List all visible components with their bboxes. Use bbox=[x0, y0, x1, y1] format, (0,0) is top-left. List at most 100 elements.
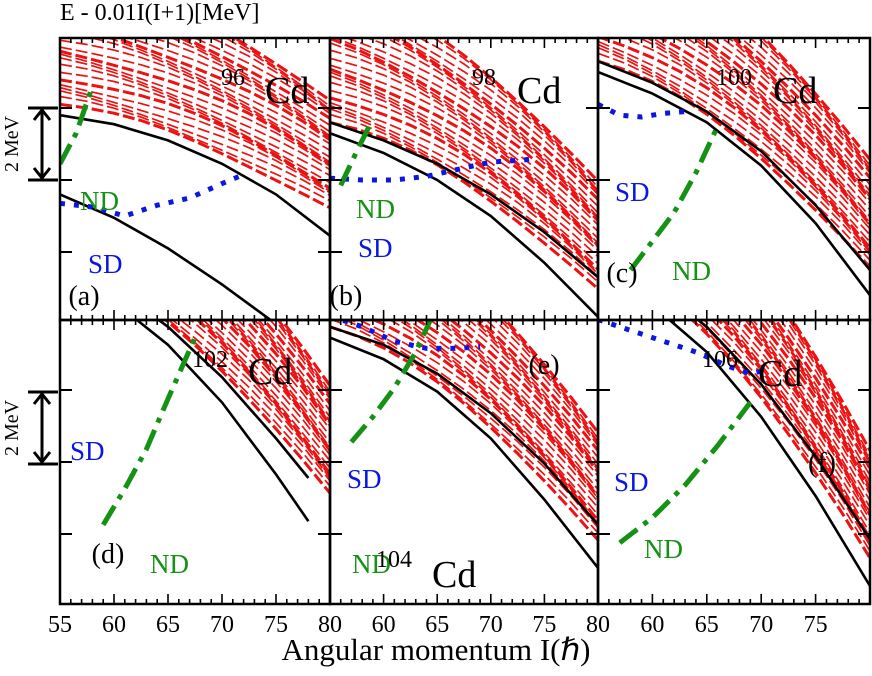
sd-band-label: SD bbox=[347, 464, 382, 494]
calculated-band-line bbox=[330, 96, 598, 271]
calculated-band-line bbox=[789, 320, 870, 457]
calculated-band-line bbox=[790, 320, 870, 452]
calculated-band-line bbox=[771, 320, 870, 476]
yrast-line bbox=[330, 336, 598, 569]
calculated-band-line bbox=[150, 38, 330, 137]
calculated-band-line bbox=[60, 63, 330, 177]
calculated-band-line bbox=[276, 320, 330, 396]
calculated-band-line bbox=[694, 320, 870, 552]
calculated-band-line bbox=[475, 320, 598, 459]
x-tick-label: 60 bbox=[372, 612, 396, 638]
calculated-band-line bbox=[727, 38, 870, 192]
calculated-band-line bbox=[645, 38, 870, 230]
calculated-band-line bbox=[126, 38, 330, 139]
nucleus-mass-number: 98 bbox=[472, 65, 496, 91]
calculated-band-line bbox=[773, 320, 870, 470]
x-tick-label: 70 bbox=[210, 612, 234, 638]
calculated-band-line bbox=[60, 46, 330, 163]
nd-band-label: ND bbox=[150, 549, 189, 579]
x-tick-label: 65 bbox=[425, 612, 449, 638]
calculated-band-line bbox=[330, 89, 598, 265]
nd-band-label: ND bbox=[356, 194, 395, 224]
calculated-band-line bbox=[227, 320, 330, 449]
normal-deformed-band bbox=[618, 400, 753, 545]
panel-label: (a) bbox=[68, 281, 99, 312]
calculated-band-line bbox=[255, 320, 330, 418]
calculated-band-line bbox=[721, 320, 870, 534]
nd-band-label: ND bbox=[644, 534, 683, 564]
calculated-band-line bbox=[690, 320, 870, 559]
calculated-band-line bbox=[779, 320, 870, 465]
panel-d: SD ND (d) 102 Cd bbox=[70, 320, 330, 579]
panel-label: (d) bbox=[92, 539, 125, 570]
nucleus-symbol: Cd bbox=[432, 554, 476, 596]
yrast-line bbox=[696, 320, 870, 540]
calculated-band-line bbox=[760, 38, 870, 167]
normal-deformed-band bbox=[628, 124, 720, 272]
calculated-band-line bbox=[401, 320, 598, 503]
normal-deformed-band bbox=[101, 336, 198, 527]
calculated-band-line bbox=[349, 320, 598, 526]
calculated-band-line bbox=[330, 49, 598, 233]
calculated-band-line bbox=[650, 38, 870, 227]
panel-label: (c) bbox=[606, 258, 637, 289]
calculated-band-line bbox=[428, 320, 598, 495]
scale-bar-label: 2 MeV bbox=[1, 115, 23, 172]
calculated-band-line bbox=[170, 38, 330, 133]
calculated-band-line bbox=[598, 46, 870, 256]
yrast-line bbox=[156, 320, 310, 479]
calculated-band-line bbox=[330, 120, 598, 290]
calculated-band-line bbox=[769, 320, 870, 483]
calculated-band-line bbox=[330, 38, 598, 222]
calculated-band-line bbox=[784, 320, 870, 462]
calculated-band-line bbox=[274, 320, 330, 398]
panel-e: SD ND (e) 104 Cd bbox=[330, 320, 598, 596]
calculated-band-line bbox=[253, 320, 330, 422]
normal-deformed-band bbox=[338, 117, 376, 187]
calculated-band-line bbox=[199, 320, 330, 469]
x-tick-label: 80 bbox=[586, 612, 610, 638]
superdeformed-band bbox=[598, 102, 686, 120]
calculated-band-line bbox=[229, 38, 330, 107]
calculated-band-line bbox=[756, 38, 870, 170]
calculated-band-line bbox=[60, 78, 330, 190]
calculated-band-line bbox=[788, 320, 870, 461]
x-tick-label: 75 bbox=[804, 612, 828, 638]
calculated-band-line bbox=[209, 38, 330, 112]
calculated-band-line bbox=[250, 320, 330, 424]
yrast-line bbox=[60, 193, 273, 320]
calculated-band-line bbox=[397, 38, 598, 196]
panel-ticks bbox=[329, 320, 599, 604]
nucleus-symbol: Cd bbox=[517, 70, 561, 112]
nd-band-label: ND bbox=[672, 256, 711, 286]
panel-ticks bbox=[597, 38, 871, 320]
x-tick-label: 70 bbox=[479, 612, 503, 638]
sd-band-label: SD bbox=[615, 177, 650, 207]
calculated-band-line bbox=[598, 52, 870, 261]
calculated-band-line bbox=[243, 320, 330, 427]
x-tick-label: 55 bbox=[48, 612, 72, 638]
calculated-band-line bbox=[709, 38, 870, 198]
calculated-band-line bbox=[111, 38, 330, 142]
calculated-band-line bbox=[202, 320, 330, 462]
calculated-band-line bbox=[723, 320, 870, 527]
nucleus-symbol: Cd bbox=[248, 351, 292, 393]
calculated-band-line bbox=[748, 320, 870, 502]
calculated-band-line bbox=[477, 320, 598, 452]
calculated-band-line bbox=[223, 38, 330, 111]
nucleus-mass-number: 100 bbox=[716, 65, 752, 91]
yrast-line bbox=[598, 70, 870, 296]
calculated-band-line bbox=[418, 38, 598, 192]
calculated-band-line bbox=[702, 320, 870, 544]
nucleus-symbol: Cd bbox=[758, 353, 802, 395]
yrast-line bbox=[598, 59, 870, 271]
calculated-band-line bbox=[598, 38, 870, 249]
yrast-line bbox=[330, 121, 598, 279]
scale-bar-2mev: 2 MeV bbox=[1, 106, 58, 182]
calculated-band-line bbox=[231, 320, 330, 437]
scale-bar-2mev: 2 MeV bbox=[1, 390, 58, 466]
calculated-band-line bbox=[60, 95, 330, 202]
calculated-band-line bbox=[330, 71, 598, 248]
panel-f: SD ND (f) 106 Cd bbox=[598, 320, 870, 587]
calculated-band-line bbox=[391, 38, 598, 201]
